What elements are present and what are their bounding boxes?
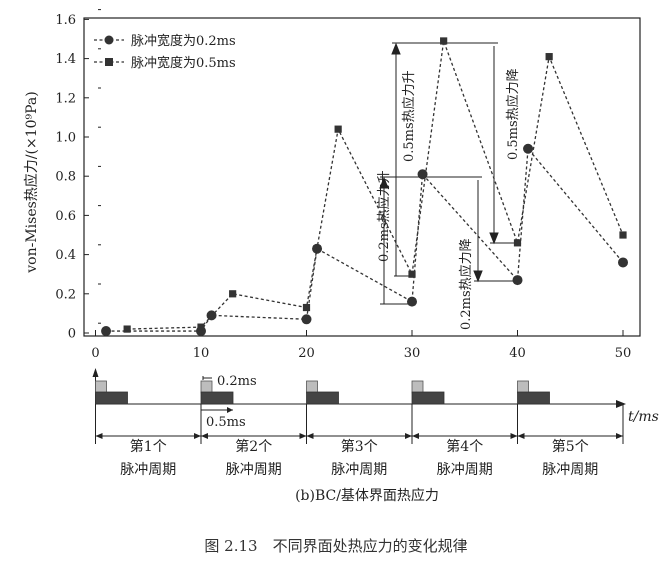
annotation-fall-02: 0.2ms热应力降 <box>458 238 474 330</box>
pulse-05-block <box>95 391 128 405</box>
period-label-line1: 第2个 <box>235 438 272 455</box>
pulse-05-block <box>517 391 550 405</box>
pulse-02-block <box>306 380 318 394</box>
period-label-line1: 第1个 <box>130 438 167 455</box>
y-tick-label: 1.6 <box>55 13 76 28</box>
period-label-line2: 脉冲周期 <box>542 462 598 478</box>
period-arrow-right <box>616 433 623 439</box>
legend-marker-circle <box>104 35 114 45</box>
data-point-square <box>619 231 627 239</box>
pulse-02-block <box>95 380 107 394</box>
pulse-width-label-02: 0.2ms <box>217 374 257 389</box>
data-point-square <box>197 323 205 331</box>
data-point-square <box>229 290 237 298</box>
period-label-line2: 脉冲周期 <box>226 462 282 478</box>
data-point-square <box>302 303 311 312</box>
data-point-square <box>440 37 448 45</box>
legend-label-02: 脉冲宽度为0.2ms <box>131 33 236 49</box>
y-tick-label: 0.4 <box>55 248 76 263</box>
figure-caption: 图 2.13 不同界面处热应力的变化规律 <box>204 537 467 555</box>
period-arrow-right <box>510 433 518 439</box>
period-label-line1: 第5个 <box>552 438 589 455</box>
series-layer <box>101 37 628 337</box>
y-tick-label: 1.0 <box>55 131 76 146</box>
x-tick-label: 50 <box>615 346 632 361</box>
annotation-rise-02: 0.2ms热应力升 <box>376 170 392 262</box>
x-tick-label: 0 <box>91 346 99 361</box>
series-line-1 <box>127 40 624 330</box>
period-label-line2: 脉冲周期 <box>437 462 493 478</box>
data-point-square <box>123 325 131 333</box>
period-arrow-left <box>517 433 525 439</box>
y-tick-label: 0.8 <box>55 170 76 185</box>
x-axis: 0 10 20 30 40 50 <box>91 330 631 361</box>
pulse-02-block <box>517 380 529 394</box>
timeline-vertical-arrow <box>92 368 99 377</box>
dimension-arrow <box>227 407 233 413</box>
pulse-02-block <box>200 380 213 394</box>
legend-label-05: 脉冲宽度为0.5ms <box>131 55 236 71</box>
y-tick-label: 0.2 <box>55 287 76 302</box>
pulse-width-label-05: 0.5ms <box>206 415 246 430</box>
period-label-line1: 第3个 <box>341 438 378 455</box>
data-point-circle <box>407 296 417 307</box>
pulse-05-block <box>306 391 339 405</box>
data-point-circle <box>301 314 312 325</box>
y-tick-label: 0 <box>68 327 76 342</box>
legend-marker-square <box>105 58 113 66</box>
data-point-circle <box>101 326 112 337</box>
period-label-line1: 第4个 <box>446 438 483 455</box>
pulse-05-block <box>411 391 445 405</box>
timeline-axis-label: t/ms <box>628 409 659 425</box>
series-line-0 <box>106 147 624 332</box>
y-axis-label: von-Mises热应力/(×10⁹Pa) <box>23 91 40 274</box>
data-point-square <box>545 53 553 61</box>
plot-frame <box>83 17 641 337</box>
y-tick-label: 1.2 <box>55 91 76 106</box>
period-arrow-right <box>194 433 201 439</box>
period-arrow-right <box>299 433 307 439</box>
data-point-square <box>408 270 416 278</box>
data-point-square <box>513 239 522 247</box>
annotations <box>379 42 518 305</box>
data-point-circle <box>618 257 628 268</box>
period-arrow-left <box>306 433 314 439</box>
data-point-circle <box>523 143 534 154</box>
data-point-circle <box>417 169 428 180</box>
data-point-square <box>334 125 342 133</box>
period-arrow-left <box>95 433 103 439</box>
period-arrow-left <box>201 433 208 439</box>
y-tick-label: 1.4 <box>55 52 76 67</box>
timeline-arrow <box>616 400 626 408</box>
x-tick-label: 10 <box>193 346 210 361</box>
chart-subtitle: (b)BC/基体界面热应力 <box>295 487 439 504</box>
legend: 脉冲宽度为0.2ms 脉冲宽度为0.5ms <box>94 33 236 71</box>
annotation-rise-05: 0.5ms热应力升 <box>401 70 417 162</box>
x-tick-label: 40 <box>509 346 526 361</box>
y-axis: 0 0.2 0.4 0.6 0.8 1.0 1.2 1.4 1.6 <box>55 9 101 342</box>
y-tick-label: 0.6 <box>55 209 76 224</box>
period-label-line2: 脉冲周期 <box>120 462 176 478</box>
x-tick-label: 20 <box>298 346 315 361</box>
period-arrow-left <box>412 433 419 439</box>
period-arrow-right <box>405 433 412 439</box>
period-label-line2: 脉冲周期 <box>331 462 387 478</box>
x-tick-label: 30 <box>404 346 421 361</box>
data-point-circle <box>512 275 523 286</box>
pulse-02-block <box>411 380 424 394</box>
annotation-fall-05: 0.5ms热应力降 <box>505 68 521 160</box>
pulse-05-block <box>200 391 234 405</box>
